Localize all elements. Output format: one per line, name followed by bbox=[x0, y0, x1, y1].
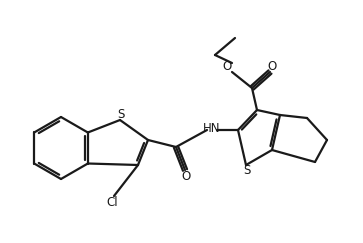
Text: O: O bbox=[223, 61, 232, 73]
Text: O: O bbox=[182, 170, 191, 182]
Text: S: S bbox=[117, 109, 125, 122]
Text: O: O bbox=[268, 60, 277, 72]
Text: HN: HN bbox=[203, 122, 221, 134]
Text: Cl: Cl bbox=[106, 197, 118, 209]
Text: S: S bbox=[243, 165, 251, 177]
